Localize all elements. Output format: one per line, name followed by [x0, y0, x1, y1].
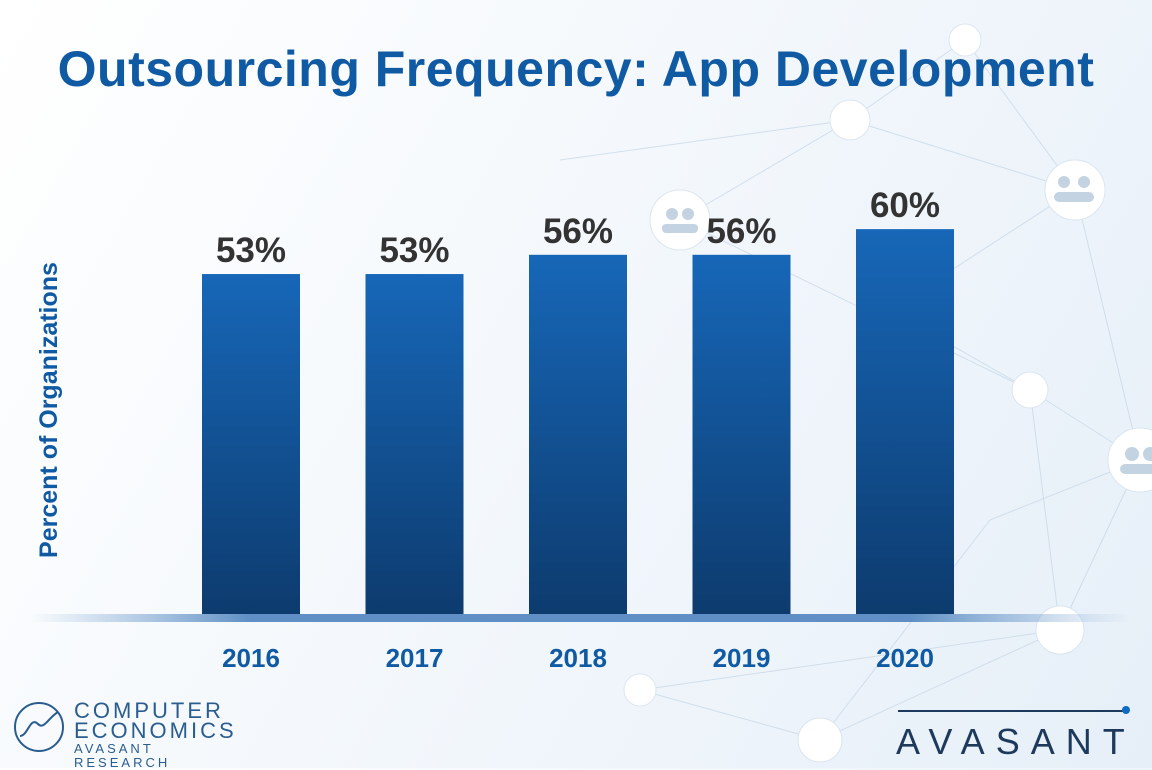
avasant-logo-text: AVASANT: [896, 721, 1136, 762]
value-label-2019: 56%: [706, 212, 776, 251]
x-tick-2018: 2018: [549, 643, 607, 673]
computer-economics-logo: COMPUTER ECONOMICS AVASANT RESEARCH: [14, 698, 254, 770]
logo-line-computer: COMPUTER: [74, 698, 224, 723]
x-axis-baseline: [30, 614, 1130, 622]
x-tick-2019: 2019: [713, 643, 771, 673]
value-label-2018: 56%: [543, 212, 613, 251]
x-tick-2016: 2016: [222, 643, 280, 673]
logo-line-avasant-research: AVASANT RESEARCH: [74, 741, 171, 770]
avasant-logo-dot: [1122, 706, 1130, 714]
logo-wave-icon: [19, 711, 59, 737]
y-axis-label: Percent of Organizations: [35, 262, 63, 558]
logo-line-economics: ECONOMICS: [74, 718, 237, 743]
value-label-2020: 60%: [870, 186, 940, 225]
bar-2018: [529, 254, 627, 615]
bar-2017: [365, 274, 464, 614]
chart-title: Outsourcing Frequency: App Development: [57, 41, 1095, 97]
x-tick-2020: 2020: [876, 643, 934, 673]
bar-2020: [856, 229, 954, 614]
x-tick-2017: 2017: [386, 643, 444, 673]
avasant-logo: AVASANT: [890, 700, 1140, 762]
bar-2016: [202, 274, 300, 614]
value-label-2017: 53%: [379, 231, 449, 270]
logo-circle-icon: [14, 702, 64, 752]
value-label-2016: 53%: [216, 231, 286, 270]
bar-2019: [692, 254, 791, 615]
avasant-logo-bar: [898, 710, 1126, 712]
